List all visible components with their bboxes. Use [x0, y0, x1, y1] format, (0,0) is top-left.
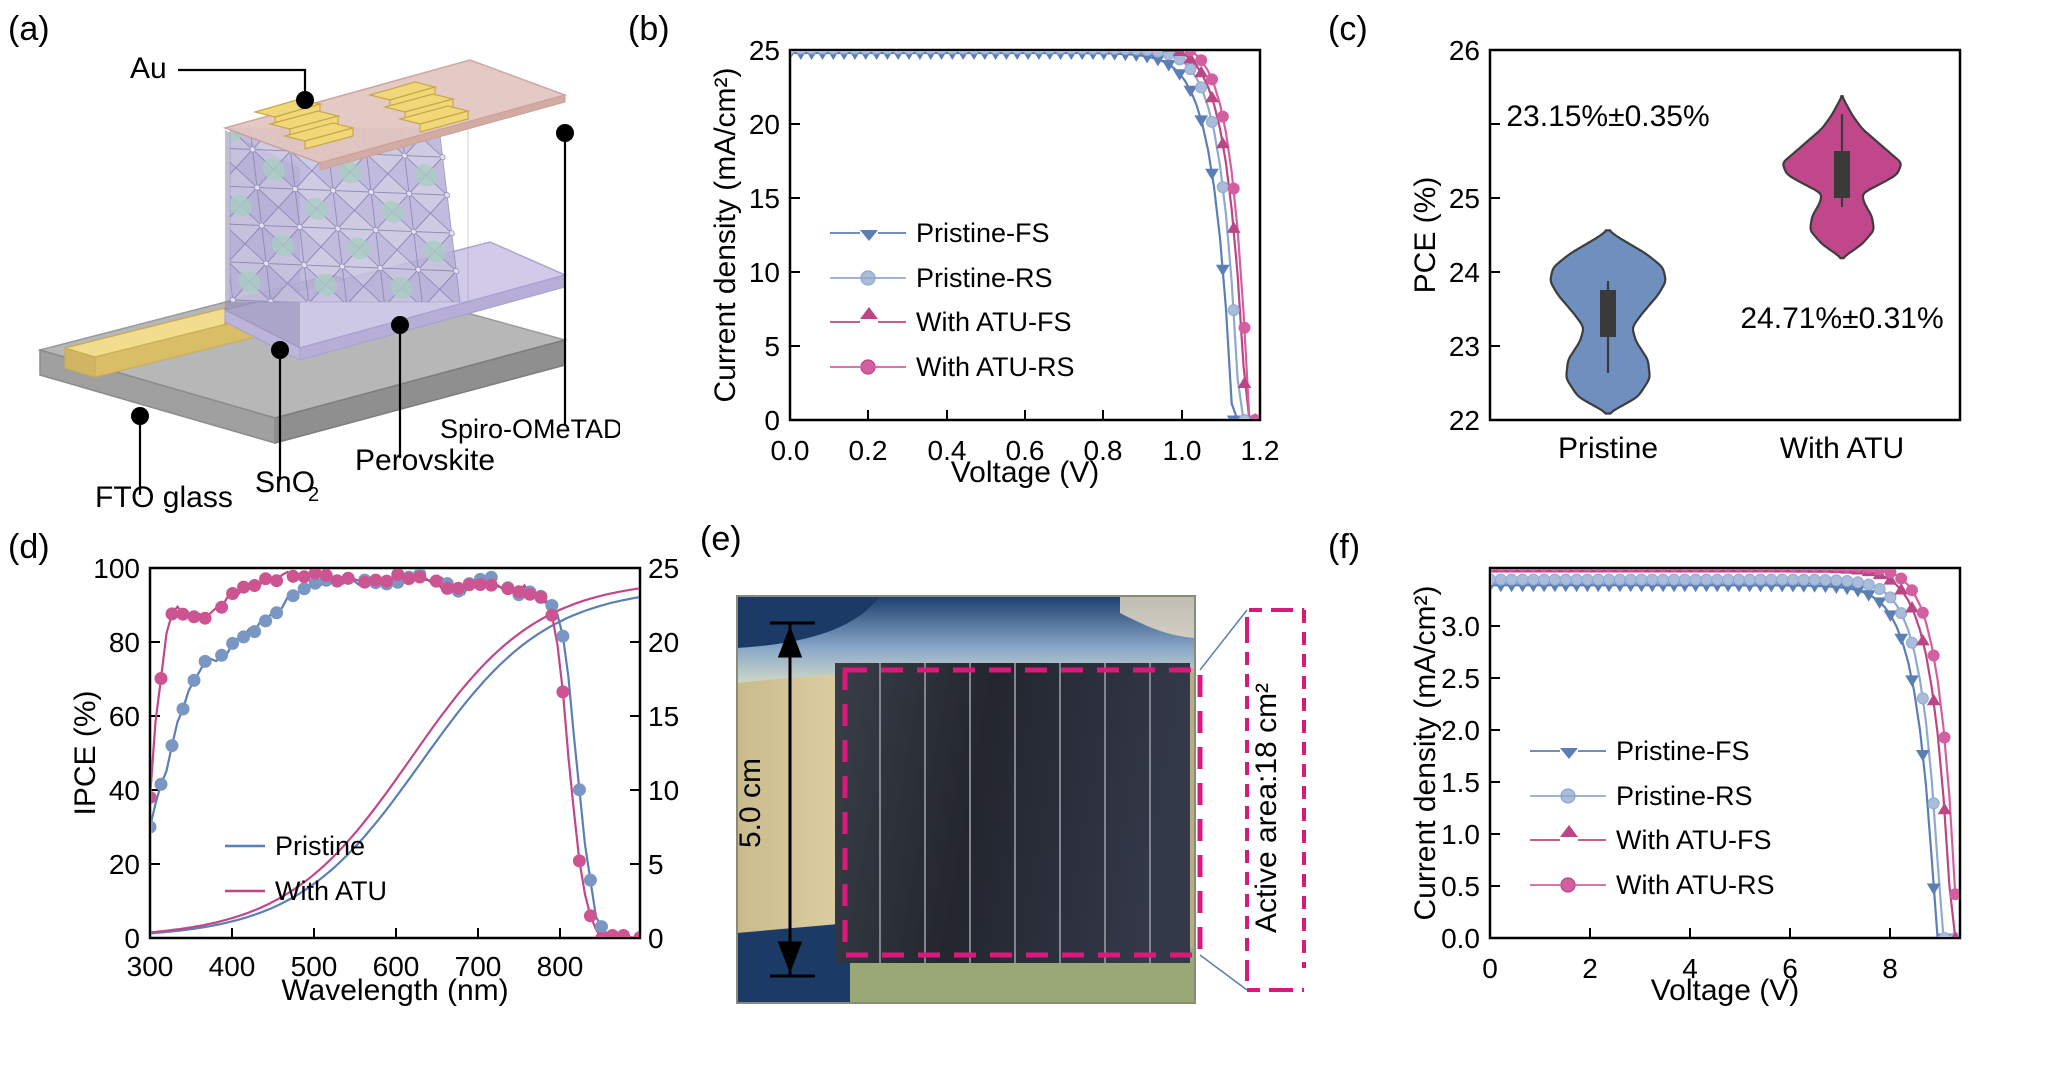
svg-text:25: 25 — [749, 35, 780, 66]
svg-text:Voltage (V): Voltage (V) — [1651, 974, 1799, 1007]
svg-text:0.2: 0.2 — [849, 435, 888, 466]
svg-text:Pristine-FS: Pristine-FS — [916, 218, 1050, 248]
svg-text:Spiro-OMeTAD: Spiro-OMeTAD — [440, 414, 620, 444]
svg-text:Au: Au — [130, 52, 167, 85]
svg-text:0: 0 — [764, 405, 780, 436]
svg-text:5.0 cm: 5.0 cm — [734, 758, 767, 848]
svg-text:26: 26 — [1449, 35, 1480, 66]
svg-text:5: 5 — [764, 331, 780, 362]
svg-text:Pristine-RS: Pristine-RS — [1616, 781, 1753, 811]
svg-text:25: 25 — [1449, 183, 1480, 214]
svg-text:800: 800 — [537, 951, 584, 982]
svg-text:0: 0 — [124, 923, 140, 954]
svg-text:23: 23 — [1449, 331, 1480, 362]
svg-text:400: 400 — [209, 951, 256, 982]
svg-text:Voltage (V): Voltage (V) — [951, 456, 1099, 489]
svg-text:1.2: 1.2 — [1241, 435, 1280, 466]
svg-text:60: 60 — [109, 701, 140, 732]
svg-text:With ATU: With ATU — [1780, 432, 1904, 465]
svg-text:24: 24 — [1449, 257, 1480, 288]
svg-text:15: 15 — [749, 183, 780, 214]
svg-text:0.0: 0.0 — [1441, 923, 1480, 954]
svg-text:0.5: 0.5 — [1441, 871, 1480, 902]
svg-text:20: 20 — [749, 109, 780, 140]
svg-text:Perovskite: Perovskite — [355, 444, 495, 477]
svg-text:3.0: 3.0 — [1441, 611, 1480, 642]
svg-text:FTO glass: FTO glass — [95, 481, 233, 514]
svg-text:2: 2 — [308, 484, 319, 506]
svg-text:40: 40 — [109, 775, 140, 806]
svg-text:300: 300 — [127, 951, 174, 982]
svg-text:20: 20 — [109, 849, 140, 880]
svg-text:Pristine: Pristine — [1558, 432, 1658, 465]
svg-text:2.5: 2.5 — [1441, 663, 1480, 694]
svg-text:2: 2 — [1582, 953, 1598, 984]
svg-text:100: 100 — [93, 553, 140, 584]
svg-text:1.0: 1.0 — [1163, 435, 1202, 466]
svg-text:With ATU-RS: With ATU-RS — [1616, 870, 1775, 900]
svg-text:10: 10 — [749, 257, 780, 288]
svg-text:23.15%±0.35%: 23.15%±0.35% — [1506, 100, 1709, 133]
svg-text:With ATU-RS: With ATU-RS — [916, 352, 1075, 382]
svg-text:With ATU: With ATU — [275, 876, 387, 906]
svg-text:1.5: 1.5 — [1441, 767, 1480, 798]
svg-text:Pristine-FS: Pristine-FS — [1616, 736, 1750, 766]
svg-text:With ATU-FS: With ATU-FS — [916, 307, 1072, 337]
svg-text:SnO: SnO — [255, 466, 315, 499]
svg-text:2.0: 2.0 — [1441, 715, 1480, 746]
svg-text:IPCE (%): IPCE (%) — [69, 690, 102, 815]
svg-text:Active area:18 cm²: Active area:18 cm² — [1250, 683, 1283, 933]
svg-text:22: 22 — [1449, 405, 1480, 436]
svg-text:Current density (mA/cm²): Current density (mA/cm²) — [709, 67, 742, 402]
svg-text:Current density (mA/cm²): Current density (mA/cm²) — [1409, 585, 1442, 920]
svg-text:PCE (%): PCE (%) — [1409, 177, 1442, 294]
svg-text:8: 8 — [1882, 953, 1898, 984]
svg-text:Wavelength (nm): Wavelength (nm) — [281, 974, 508, 1007]
svg-text:0: 0 — [1482, 953, 1498, 984]
svg-text:Pristine-RS: Pristine-RS — [916, 263, 1053, 293]
svg-text:Pristine: Pristine — [275, 831, 365, 861]
svg-text:24.71%±0.31%: 24.71%±0.31% — [1740, 302, 1943, 335]
svg-text:80: 80 — [109, 627, 140, 658]
svg-text:1.0: 1.0 — [1441, 819, 1480, 850]
svg-text:With ATU-FS: With ATU-FS — [1616, 825, 1772, 855]
svg-text:0.0: 0.0 — [771, 435, 810, 466]
